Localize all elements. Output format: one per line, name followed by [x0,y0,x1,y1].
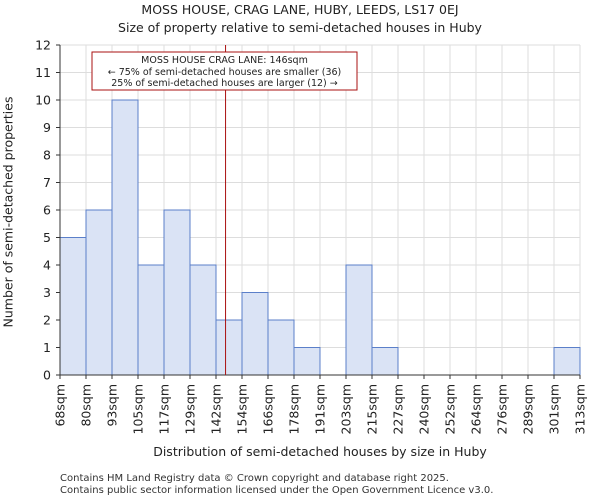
chart-subtitle: Size of property relative to semi-detach… [118,20,482,35]
footer-copyright: Contains HM Land Registry data © Crown c… [60,473,449,484]
x-tick-label: 252sqm [443,384,458,434]
x-tick-label: 215sqm [365,384,380,434]
y-tick-label: 9 [43,120,51,135]
x-tick-label: 227sqm [391,384,406,434]
x-tick-label: 313sqm [573,384,588,434]
x-tick-label: 276sqm [495,384,510,434]
x-tick-label: 191sqm [313,384,328,434]
x-tick-label: 68sqm [53,384,68,427]
annotation-line-2: ← 75% of semi-detached houses are smalle… [108,67,342,78]
y-tick-label: 6 [43,203,51,218]
x-axis-label: Distribution of semi-detached houses by … [153,444,487,459]
histogram-bar [189,264,217,376]
annotation-line-1: MOSS HOUSE CRAG LANE: 146sqm [141,55,308,66]
histogram-bar [241,292,269,376]
y-tick-label: 5 [43,230,51,245]
y-tick-label: 2 [43,313,51,328]
histogram-bar [163,209,191,376]
x-tick-label: 93sqm [105,384,120,427]
y-tick-label: 0 [43,368,51,383]
histogram-bar [137,264,165,376]
histogram-bar [85,209,113,376]
x-tick-label: 105sqm [131,384,146,434]
y-tick-label: 11 [35,65,51,80]
y-tick-label: 3 [43,285,51,300]
x-tick-label: 301sqm [547,384,562,434]
y-tick-label: 10 [35,93,51,108]
x-tick-label: 142sqm [209,384,224,434]
x-tick-label: 129sqm [183,384,198,434]
chart-title-address: MOSS HOUSE, CRAG LANE, HUBY, LEEDS, LS17… [141,2,459,17]
histogram-bar [293,347,321,376]
annotation-line-3: 25% of semi-detached houses are larger (… [111,78,338,89]
histogram-bar [345,264,373,376]
x-tick-label: 117sqm [157,384,172,434]
x-tick-label: 80sqm [79,384,94,427]
histogram-bar [267,319,295,376]
x-tick-label: 166sqm [261,384,276,434]
y-tick-label: 1 [43,340,51,355]
annotation-box [91,51,358,91]
x-tick-label: 289sqm [521,384,536,434]
x-tick-label: 203sqm [339,384,354,434]
histogram-bar [59,237,87,376]
footer-licence: Contains public sector information licen… [60,485,494,496]
x-tick-label: 264sqm [469,384,484,434]
histogram-bar [371,347,399,376]
x-tick-label: 178sqm [287,384,302,434]
histogram-bar [553,347,581,376]
histogram-bar [111,99,139,376]
histogram-bar [215,319,243,376]
y-tick-label: 8 [43,148,51,163]
y-tick-label: 7 [43,175,51,190]
x-tick-label: 240sqm [417,384,432,434]
x-tick-label: 154sqm [235,384,250,434]
y-tick-label: 4 [43,258,51,273]
y-tick-label: 12 [35,38,51,53]
